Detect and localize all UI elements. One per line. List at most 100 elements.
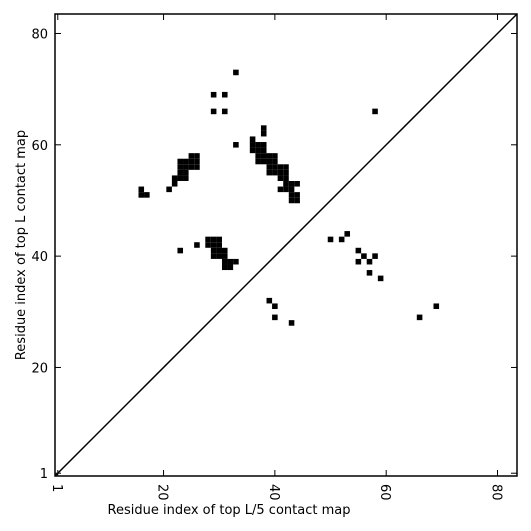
contact-cell xyxy=(361,253,367,259)
contact-cell xyxy=(249,142,256,148)
y-tick-label: 80 xyxy=(31,27,48,42)
contact-cell xyxy=(272,164,278,170)
contact-cell xyxy=(255,147,261,154)
contact-cell xyxy=(210,247,217,254)
contact-cell xyxy=(260,158,267,165)
contact-cell xyxy=(171,180,178,187)
contact-cell xyxy=(255,142,261,148)
contact-cell xyxy=(216,247,222,254)
contact-cell xyxy=(260,130,267,137)
contact-cell xyxy=(188,164,195,170)
contact-cell xyxy=(260,147,267,154)
contact-cell xyxy=(205,242,211,248)
contact-cell xyxy=(216,236,222,243)
contact-cell xyxy=(272,314,278,321)
contact-cell xyxy=(266,297,273,304)
contact-cell xyxy=(283,169,289,176)
contact-cell xyxy=(216,242,222,248)
contact-cell xyxy=(221,253,228,259)
contact-cell xyxy=(266,169,273,176)
contact-cell xyxy=(288,192,295,198)
y-tick-label: 40 xyxy=(31,250,48,265)
contact-cell xyxy=(177,164,184,170)
contact-cell xyxy=(221,247,228,254)
contact-cell xyxy=(255,158,261,165)
contact-cell xyxy=(221,258,228,265)
contact-cell xyxy=(233,142,239,148)
contact-cell xyxy=(194,158,200,165)
contact-cell xyxy=(266,164,273,170)
y-tick-label: 20 xyxy=(31,361,48,376)
contact-cell xyxy=(255,153,261,159)
x-tick-label: 60 xyxy=(377,484,392,501)
contact-cell xyxy=(210,91,217,98)
contact-cell xyxy=(210,236,217,243)
contact-cell xyxy=(294,180,300,187)
contact-cell xyxy=(194,164,200,170)
contact-cell xyxy=(272,158,278,165)
contact-cell xyxy=(260,153,267,159)
x-tick-label: 80 xyxy=(489,484,504,501)
contact-cell xyxy=(138,186,145,193)
contact-cell xyxy=(260,142,267,148)
contact-cell xyxy=(272,153,278,159)
contact-cell xyxy=(277,169,284,176)
contact-cell xyxy=(416,314,423,321)
contact-cell xyxy=(183,164,189,170)
contact-cell xyxy=(233,258,239,265)
contact-cell xyxy=(277,186,284,193)
contact-cell xyxy=(372,108,378,115)
contact-cell xyxy=(177,169,184,176)
contact-cell xyxy=(233,69,239,76)
contact-cell xyxy=(144,192,150,198)
contact-cell xyxy=(266,158,273,165)
contact-cell xyxy=(188,158,195,165)
contact-cell xyxy=(260,125,267,131)
contact-cell xyxy=(277,175,284,181)
contact-cell xyxy=(355,258,362,265)
contact-cell xyxy=(138,192,145,198)
x-axis-label: Residue index of top L/5 contact map xyxy=(108,503,351,518)
contact-cell xyxy=(372,253,378,259)
contact-cell xyxy=(249,136,256,143)
contact-cell xyxy=(283,164,289,170)
contact-cell xyxy=(283,186,289,193)
y-axis-label: Residue index of top L contact map xyxy=(14,130,29,360)
contact-cell xyxy=(355,247,362,254)
contact-cell xyxy=(221,264,228,271)
y-tick-label: 60 xyxy=(31,139,48,154)
contact-cell xyxy=(366,270,373,276)
contact-cell xyxy=(171,175,178,181)
x-tick-label: 1 xyxy=(49,484,64,492)
contact-cell xyxy=(272,169,278,176)
contact-cell xyxy=(194,242,200,248)
y-tick-label: 1 xyxy=(40,467,48,482)
contact-cell xyxy=(433,303,440,310)
contact-cell xyxy=(177,247,184,254)
contact-cell xyxy=(183,158,189,165)
contact-cell xyxy=(327,236,334,243)
contact-cell xyxy=(210,108,217,115)
contact-cell xyxy=(205,236,211,243)
contact-cell xyxy=(177,175,184,181)
contact-cell xyxy=(266,153,273,159)
contact-cell xyxy=(194,153,200,159)
contact-cell xyxy=(283,180,289,187)
contact-cell xyxy=(249,147,256,154)
contact-cell xyxy=(216,253,222,259)
contact-cell xyxy=(272,303,278,310)
contact-cell xyxy=(277,164,284,170)
contact-cell xyxy=(366,258,373,265)
contact-cell xyxy=(294,192,300,198)
contact-cell xyxy=(288,320,295,326)
contact-cell xyxy=(227,258,234,265)
contact-cell xyxy=(338,236,345,243)
x-tick-label: 20 xyxy=(155,484,170,501)
plot-frame xyxy=(54,13,518,477)
contact-cell xyxy=(221,108,228,115)
contact-cell xyxy=(183,169,189,176)
contact-cell xyxy=(210,253,217,259)
contact-cell xyxy=(188,153,195,159)
contact-cell xyxy=(221,91,228,98)
